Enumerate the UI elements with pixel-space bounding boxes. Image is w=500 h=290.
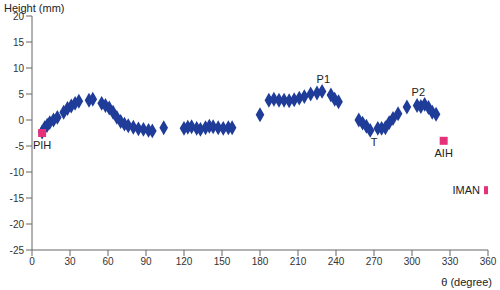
svg-text:5: 5 bbox=[18, 89, 24, 100]
svg-text:-5: -5 bbox=[15, 141, 24, 152]
svg-text:0: 0 bbox=[18, 115, 24, 126]
svg-text:IMAN: IMAN bbox=[453, 184, 481, 196]
svg-text:30: 30 bbox=[64, 256, 76, 267]
html-text:θ (degree): θ (degree) bbox=[441, 276, 492, 288]
svg-text:10: 10 bbox=[13, 63, 25, 74]
svg-text:T: T bbox=[371, 136, 378, 148]
svg-text:270: 270 bbox=[366, 256, 383, 267]
svg-text:PIH: PIH bbox=[33, 139, 51, 151]
svg-text:210: 210 bbox=[290, 256, 307, 267]
svg-text:-25: -25 bbox=[10, 245, 25, 256]
svg-text:P2: P2 bbox=[412, 86, 425, 98]
svg-text:150: 150 bbox=[214, 256, 231, 267]
svg-text:240: 240 bbox=[328, 256, 345, 267]
svg-text:360: 360 bbox=[480, 256, 492, 267]
svg-text:P1: P1 bbox=[317, 73, 330, 85]
svg-text:AIH: AIH bbox=[434, 147, 452, 159]
svg-text:120: 120 bbox=[176, 256, 193, 267]
svg-text:-15: -15 bbox=[10, 193, 25, 204]
svg-text:60: 60 bbox=[102, 256, 114, 267]
svg-text:300: 300 bbox=[404, 256, 421, 267]
svg-text:-10: -10 bbox=[10, 167, 25, 178]
svg-text:15: 15 bbox=[13, 37, 25, 48]
html-text:Height (mm): Height (mm) bbox=[4, 2, 65, 14]
svg-text:20: 20 bbox=[13, 11, 25, 22]
svg-text:90: 90 bbox=[140, 256, 152, 267]
svg-text:0: 0 bbox=[29, 256, 35, 267]
svg-text:330: 330 bbox=[442, 256, 459, 267]
svg-text:-20: -20 bbox=[10, 219, 25, 230]
svg-text:180: 180 bbox=[252, 256, 269, 267]
